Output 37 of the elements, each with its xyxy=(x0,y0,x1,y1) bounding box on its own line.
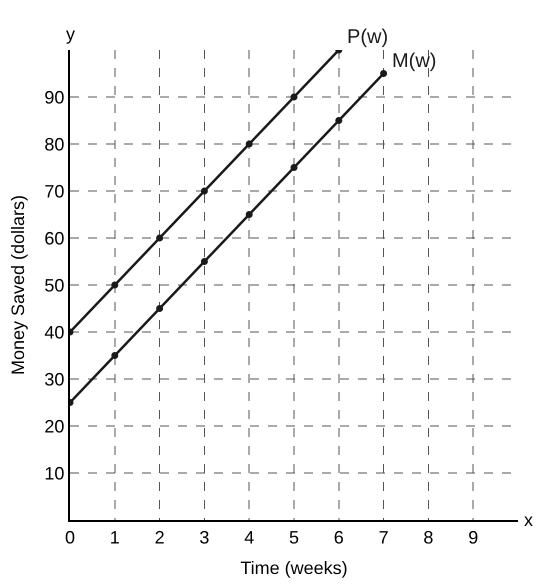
point xyxy=(380,70,388,77)
point xyxy=(246,211,253,218)
point xyxy=(111,352,118,359)
point xyxy=(111,282,118,288)
x-tick-label: 4 xyxy=(244,528,254,548)
x-tick-label: 3 xyxy=(199,528,210,548)
text: x xyxy=(524,510,533,530)
x-tick-label: 6 xyxy=(334,528,344,548)
x-tick-label: 1 xyxy=(110,528,120,548)
point xyxy=(246,140,253,148)
x-axis-title: Time (weeks) xyxy=(240,558,348,578)
y-axis-title: Money Saved (dollars) xyxy=(8,194,28,376)
series-label: M(w) xyxy=(392,50,436,72)
point xyxy=(200,188,208,194)
y-tick-label: 10 xyxy=(44,463,64,484)
x-tick-label: 7 xyxy=(378,528,389,548)
y-tick-label: 60 xyxy=(44,228,64,248)
point xyxy=(156,305,164,312)
y-tick-label: 80 xyxy=(44,134,64,154)
x-tick-label: 5 xyxy=(288,528,300,548)
y-tick-label: 40 xyxy=(44,322,64,342)
point xyxy=(290,164,298,171)
point xyxy=(290,94,298,100)
x-tick-label: 2 xyxy=(154,528,165,548)
x-tick-label: 0 xyxy=(64,528,76,548)
point xyxy=(156,234,164,242)
x-tick-label: 9 xyxy=(468,528,478,548)
text: y xyxy=(66,24,75,44)
y-tick-label: 50 xyxy=(44,275,64,296)
y-tick-label: 20 xyxy=(44,416,64,436)
y-tick-label: 70 xyxy=(44,181,64,202)
x-tick-label: 8 xyxy=(423,528,434,548)
point xyxy=(335,117,342,124)
y-tick-label: 30 xyxy=(44,369,64,390)
point xyxy=(200,258,208,265)
series-label: P(w) xyxy=(347,26,388,48)
y-tick-label: 90 xyxy=(44,87,64,108)
